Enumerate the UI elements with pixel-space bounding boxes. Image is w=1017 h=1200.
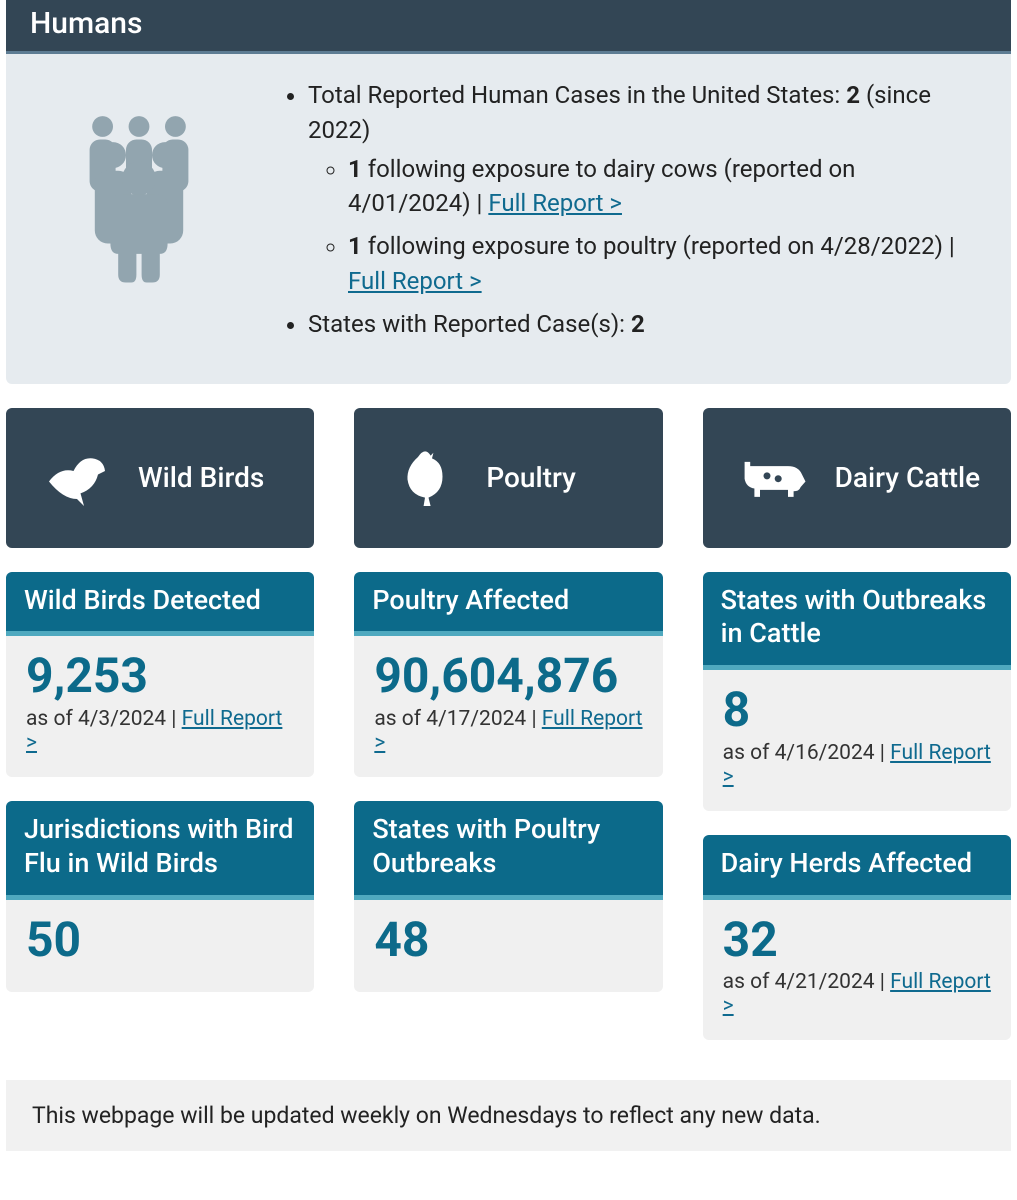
case-item: 1 following exposure to dairy cows (repo…	[348, 152, 983, 222]
cattle-herds-title: Dairy Herds Affected	[703, 835, 1011, 900]
case-text: following exposure to poultry (reported …	[362, 232, 955, 260]
wild-birds-detected-sub: as of 4/3/2024 | Full Report >	[26, 707, 294, 755]
cattle-states-sub: as of 4/16/2024 | Full Report >	[723, 741, 991, 789]
states-reported-prefix: States with Reported Case(s):	[308, 310, 631, 338]
wild-birds-label: Wild Birds	[138, 460, 264, 495]
humans-panel: Humans Total Reported Human Cases in the…	[6, 0, 1011, 384]
cattle-states-value: 8	[723, 684, 991, 737]
total-cases-prefix: Total Reported Human Cases in the United…	[308, 81, 846, 109]
poultry-states-title: States with Poultry Outbreaks	[354, 801, 662, 900]
cattle-herds-card: Dairy Herds Affected 32 as of 4/21/2024 …	[703, 835, 1011, 1041]
case-full-report-link[interactable]: Full Report >	[488, 189, 622, 217]
bird-icon	[42, 443, 112, 513]
poultry-affected-title: Poultry Affected	[354, 572, 662, 637]
wild-birds-detected-title: Wild Birds Detected	[6, 572, 314, 637]
poultry-affected-sub: as of 4/17/2024 | Full Report >	[374, 707, 642, 755]
update-notice-text: This webpage will be updated weekly on W…	[32, 1102, 821, 1129]
poultry-label-text: Poultry	[486, 461, 575, 494]
cattle-states-card: States with Outbreaks in Cattle 8 as of …	[703, 572, 1011, 811]
update-notice: This webpage will be updated weekly on W…	[6, 1080, 1011, 1151]
cattle-states-sub-prefix: as of 4/16/2024 |	[723, 741, 890, 765]
dairy-cattle-card[interactable]: Dairy Cattle	[703, 408, 1011, 548]
cattle-herds-sub-prefix: as of 4/21/2024 |	[723, 970, 890, 994]
wild-birds-jurisdictions-title: Jurisdictions with Bird Flu in Wild Bird…	[6, 801, 314, 900]
case-count: 1	[348, 155, 362, 183]
metrics-row: Wild Birds Detected 9,253 as of 4/3/2024…	[6, 572, 1011, 1041]
poultry-states-value: 48	[374, 914, 642, 967]
cattle-states-title: States with Outbreaks in Cattle	[703, 572, 1011, 671]
wild-birds-label-text: Wild Birds	[138, 461, 264, 494]
chicken-icon	[390, 443, 460, 513]
total-cases-line: Total Reported Human Cases in the United…	[308, 78, 983, 299]
wild-birds-jurisdictions-value: 50	[26, 914, 294, 967]
poultry-label: Poultry	[486, 460, 575, 495]
poultry-affected-sub-prefix: as of 4/17/2024 |	[374, 707, 541, 731]
people-icon	[24, 78, 254, 288]
case-item: 1 following exposure to poultry (reporte…	[348, 229, 983, 299]
humans-header: Humans	[6, 0, 1011, 54]
cattle-herds-sub: as of 4/21/2024 | Full Report >	[723, 970, 991, 1018]
category-row: Wild Birds Poultry Dairy Cattle	[6, 408, 1011, 548]
metrics-col-poultry: Poultry Affected 90,604,876 as of 4/17/2…	[354, 572, 662, 993]
dairy-cattle-label-text: Dairy Cattle	[835, 461, 980, 494]
metrics-col-wild-birds: Wild Birds Detected 9,253 as of 4/3/2024…	[6, 572, 314, 993]
wild-birds-detected-sub-prefix: as of 4/3/2024 |	[26, 707, 182, 731]
humans-content: Total Reported Human Cases in the United…	[284, 78, 983, 350]
total-cases-value: 2	[846, 81, 860, 109]
poultry-card[interactable]: Poultry	[354, 408, 662, 548]
poultry-affected-value: 90,604,876	[374, 650, 642, 703]
wild-birds-detected-value: 9,253	[26, 650, 294, 703]
wild-birds-card[interactable]: Wild Birds	[6, 408, 314, 548]
wild-birds-detected-card: Wild Birds Detected 9,253 as of 4/3/2024…	[6, 572, 314, 778]
poultry-states-card: States with Poultry Outbreaks 48	[354, 801, 662, 992]
poultry-affected-card: Poultry Affected 90,604,876 as of 4/17/2…	[354, 572, 662, 778]
wild-birds-jurisdictions-card: Jurisdictions with Bird Flu in Wild Bird…	[6, 801, 314, 992]
metrics-col-cattle: States with Outbreaks in Cattle 8 as of …	[703, 572, 1011, 1041]
humans-body: Total Reported Human Cases in the United…	[6, 54, 1011, 384]
states-reported-line: States with Reported Case(s): 2	[308, 307, 983, 342]
cow-icon	[739, 443, 809, 513]
states-reported-value: 2	[631, 310, 645, 338]
case-full-report-link[interactable]: Full Report >	[348, 267, 482, 295]
case-count: 1	[348, 232, 362, 260]
humans-title: Humans	[30, 6, 142, 41]
cattle-herds-value: 32	[723, 914, 991, 967]
dairy-cattle-label: Dairy Cattle	[835, 460, 980, 495]
